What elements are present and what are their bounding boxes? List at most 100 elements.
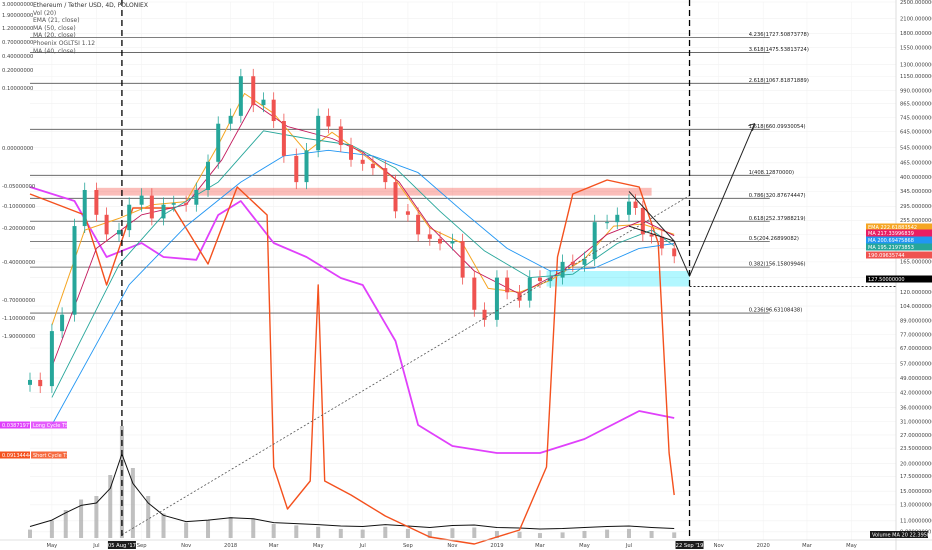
candle-body — [161, 204, 166, 219]
candle-body — [228, 115, 233, 124]
projection-arrowhead — [748, 122, 756, 131]
volume-bar — [605, 529, 610, 538]
grid — [30, 1, 896, 540]
x-tick-label: Jul — [92, 543, 99, 549]
candle-body — [405, 211, 410, 215]
volume-bar — [161, 513, 166, 538]
candle-body — [427, 234, 432, 239]
legend-line[interactable]: MA (20, close) — [33, 32, 76, 40]
fib-label: 1.618(660.09930054) — [749, 124, 806, 130]
volume-bar — [316, 526, 321, 538]
volume-bar — [472, 527, 477, 538]
x-tick-label: 2019 — [490, 543, 503, 549]
y-tick-label-left: -1.10000000 — [2, 316, 35, 322]
price-tag — [866, 243, 932, 251]
y-tick-label: 104.00000000 — [900, 304, 932, 310]
y-tick-label-left: 1.20000000 — [2, 26, 33, 32]
y-tick-label: 120.00000000 — [900, 290, 932, 296]
candle-body — [370, 163, 375, 169]
volume-bar — [63, 510, 68, 538]
fib-label: 3.618(1475.53813724) — [749, 47, 809, 53]
y-tick-label: 2500.00000000 — [900, 0, 932, 6]
candle-body — [416, 214, 421, 235]
chart-legend[interactable]: Ethereum / Tether USD, 4D, POLONIEX Vol … — [33, 2, 148, 55]
y-tick-label: 49.00000000 — [900, 376, 932, 382]
candle-body — [640, 207, 645, 235]
oscillator-value-tag — [0, 451, 30, 459]
oscillator-value: 0.09134444 — [2, 453, 32, 459]
candle-body — [649, 234, 654, 237]
volume-bar — [338, 528, 343, 538]
candle-body — [104, 214, 109, 235]
x-tick-highlight — [675, 541, 704, 549]
volume-bar — [537, 533, 542, 538]
y-tick-label: 11.00000000 — [900, 519, 932, 525]
candle-body — [238, 76, 243, 116]
candle-body — [49, 331, 54, 387]
legend-line[interactable]: MA (50, close) — [33, 24, 76, 32]
volume-bar — [294, 525, 299, 538]
volume-bar — [79, 499, 84, 538]
y-tick-label: 400.00000000 — [900, 175, 932, 181]
legend-line[interactable]: Phoenix OGLTSI 1.12 — [33, 39, 96, 47]
y-tick-label-left: 1.90000000 — [2, 13, 33, 19]
legend-line[interactable]: Vol (20) — [33, 9, 57, 17]
y-tick-label: 1550.00000000 — [900, 46, 932, 52]
candle-body — [360, 159, 365, 164]
y-tick-label: 165.00000000 — [900, 260, 932, 266]
price-tag-label: 127.50000000 — [868, 277, 905, 283]
candle-body — [281, 121, 286, 156]
y-tick-label-left: -0.05000000 — [2, 184, 35, 190]
candle-body — [494, 277, 499, 320]
y-tick-label: 745.00000000 — [900, 116, 932, 122]
legend-title: Ethereum / Tether USD, 4D, POLONIEX — [33, 2, 148, 9]
x-tick-label: Nov — [447, 543, 457, 549]
candle-body — [633, 201, 638, 208]
oscillator-value: 0.03871977 — [2, 423, 32, 429]
fib-label: 0.5(204.26899082) — [749, 236, 799, 242]
volume-bar — [560, 532, 565, 538]
candle-body — [482, 309, 487, 320]
candle-body — [517, 292, 522, 301]
volume-bar — [146, 496, 151, 538]
y-tick-label: 67.00000000 — [900, 346, 932, 352]
legend-line[interactable]: MA (40, close) — [33, 47, 76, 55]
candle-body — [349, 145, 354, 160]
price-tag-label: MA 195.21973853 — [868, 245, 914, 251]
candle-body — [194, 189, 199, 205]
y-tick-label: 1150.00000000 — [900, 74, 932, 80]
volume-bar — [271, 524, 276, 538]
candle-body — [127, 204, 132, 231]
oscillator-name: Long Cycle TSI — [33, 423, 70, 429]
price-tag — [866, 229, 932, 237]
y-tick-label: 31.00000000 — [900, 420, 932, 426]
candle-body — [82, 189, 87, 227]
candle-body — [304, 150, 309, 183]
candle-body — [326, 115, 331, 127]
legend-line[interactable]: EMA (21, close) — [33, 17, 80, 25]
candle-body — [527, 277, 532, 301]
candle-body — [383, 168, 388, 183]
volume-bar — [649, 531, 654, 538]
candle-body — [505, 277, 510, 293]
volume-bar — [672, 532, 677, 538]
candle-body — [294, 155, 299, 183]
volume-bar — [405, 528, 410, 538]
candle-body — [592, 222, 597, 260]
x-tick-label: 05 Aug '17 — [108, 543, 136, 549]
volume-bar — [206, 520, 211, 538]
volume-bar — [450, 528, 455, 538]
price-tag-label: EMA 222.61883542 — [868, 225, 917, 231]
candle-body — [316, 115, 321, 151]
volume-ma-line — [29, 453, 675, 530]
volume-bar — [517, 531, 522, 538]
volume-tag-label: Volume MA 20 22.395K — [872, 533, 931, 539]
x-tick-label: May — [846, 543, 857, 549]
candle-body — [94, 189, 99, 215]
price-tag — [866, 251, 932, 259]
candlesticks — [28, 68, 677, 394]
candle-body — [450, 241, 455, 244]
